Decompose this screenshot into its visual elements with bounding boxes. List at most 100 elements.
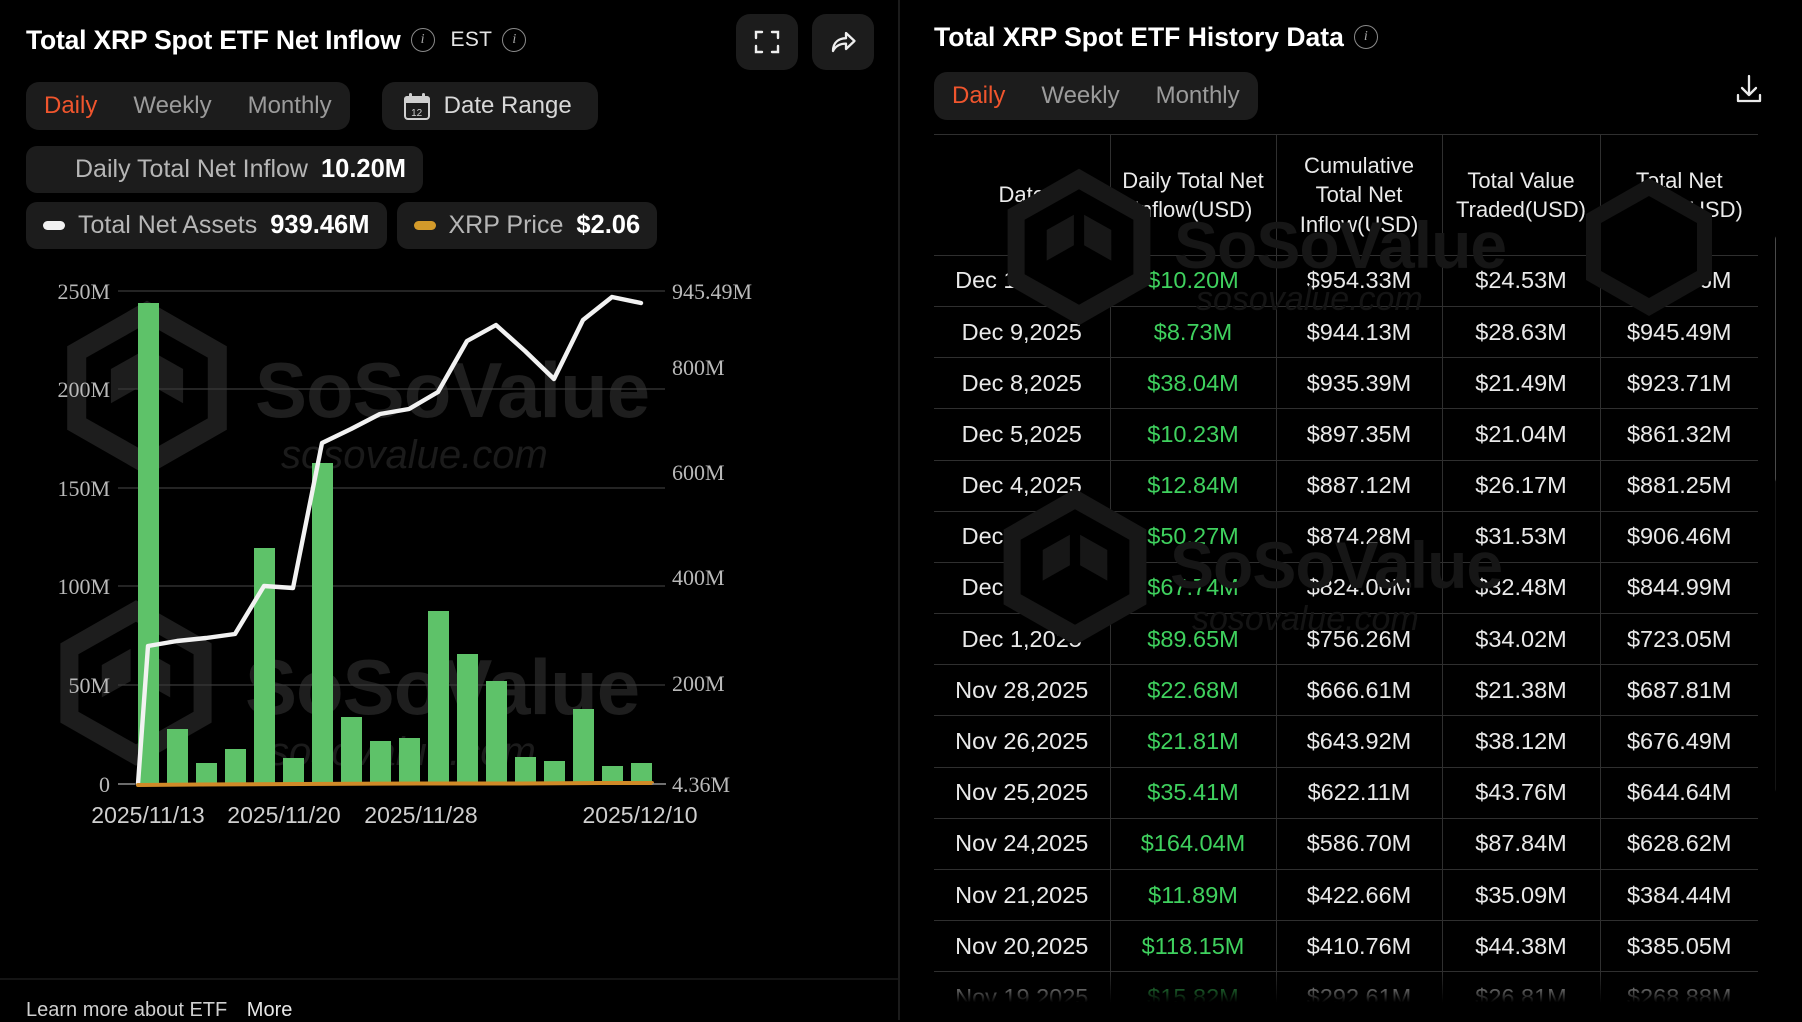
cell-daily-net-inflow: $35.41M xyxy=(1110,767,1277,819)
table-row[interactable]: Nov 26,2025 $21.81M $643.92M $38.12M $676.49… xyxy=(934,715,1758,768)
legend-swatch-bar-icon xyxy=(43,159,62,180)
table-row[interactable]: Dec 10,2025 $10.20M $954.33M $24.53M $939.46… xyxy=(934,255,1758,307)
table-row[interactable]: Nov 24,2025 $164.04M $586.70M $87.84M $628.6… xyxy=(934,818,1758,871)
cell-date: Nov 21,2025 xyxy=(934,869,1111,922)
svg-text:2025/12/10: 2025/12/10 xyxy=(582,802,697,828)
cell-date: Nov 28,2025 xyxy=(934,664,1111,717)
cell-cumulative-net-inflow: $944.13M xyxy=(1276,306,1443,359)
chart-right-axis-labels: 945.49M 800M 600M 400M 200M 4.36M xyxy=(672,279,752,797)
cell-date: Dec 1,2025 xyxy=(934,613,1111,666)
history-tab-weekly[interactable]: Weekly xyxy=(1041,82,1120,109)
chart-header-buttons xyxy=(736,14,874,70)
col-header-value-traded[interactable]: Total Value Traded(USD) xyxy=(1442,134,1601,256)
svg-text:600M: 600M xyxy=(672,460,725,485)
table-scrollbar[interactable] xyxy=(1775,234,1776,794)
calendar-icon: 12 xyxy=(403,92,430,120)
cell-daily-net-inflow: $10.20M xyxy=(1110,255,1277,307)
chart-controls: Daily Weekly Monthly 12 Date Range xyxy=(26,82,874,130)
cell-daily-net-inflow: $118.15M xyxy=(1110,920,1277,973)
table-row[interactable]: Dec 8,2025 $38.04M $935.39M $21.49M $923.71M xyxy=(934,357,1758,410)
cell-cumulative-net-inflow: $824.00M xyxy=(1276,562,1443,615)
cell-total-net-assets: $384.44M xyxy=(1600,869,1758,922)
cell-daily-net-inflow: $164.04M xyxy=(1110,818,1277,871)
footer-more-link[interactable]: More xyxy=(246,999,293,1021)
legend-xrp-price[interactable]: XRP Price $2.06 xyxy=(396,202,658,249)
svg-text:2025/11/28: 2025/11/28 xyxy=(364,802,477,828)
cell-date: Nov 24,2025 xyxy=(934,818,1111,871)
est-info-icon[interactable]: i xyxy=(502,28,527,52)
cell-total-value-traded: $43.76M xyxy=(1442,767,1601,819)
footer-divider xyxy=(0,978,898,980)
legend-label: Daily Total Net Inflow xyxy=(75,155,308,183)
svg-text:50M: 50M xyxy=(68,673,110,698)
cell-cumulative-net-inflow: $292.61M xyxy=(1276,971,1443,1014)
cell-total-value-traded: $24.53M xyxy=(1442,255,1601,307)
cell-daily-net-inflow: $8.73M xyxy=(1110,306,1277,359)
date-range-button[interactable]: 12 Date Range xyxy=(381,82,598,130)
col-header-daily-inflow[interactable]: Daily Total Net Inflow(USD) xyxy=(1110,134,1277,256)
chart-bars xyxy=(138,303,652,784)
svg-text:150M: 150M xyxy=(57,476,110,501)
history-header: Total XRP Spot ETF History Data i Daily … xyxy=(900,0,1802,120)
table-row[interactable]: Nov 21,2025 $11.89M $422.66M $35.09M $384.44… xyxy=(934,869,1758,922)
cell-cumulative-net-inflow: $887.12M xyxy=(1276,460,1443,512)
table-row[interactable]: Dec 1,2025 $89.65M $756.26M $34.02M $723.05M xyxy=(934,613,1758,666)
col-header-cumulative[interactable]: Cumulative Total Net Inflow(USD) xyxy=(1276,134,1443,256)
cell-daily-net-inflow: $11.89M xyxy=(1110,869,1277,922)
cell-date: Nov 26,2025 xyxy=(934,715,1111,768)
legend-value: 10.20M xyxy=(320,155,407,183)
date-range-label: Date Range xyxy=(443,92,572,119)
table-row[interactable]: Dec 3,2025 $50.27M $874.28M $31.53M $906.46M xyxy=(934,511,1758,563)
cell-total-net-assets: $844.99M xyxy=(1600,562,1758,615)
cell-total-net-assets: $687.81M xyxy=(1600,664,1758,717)
history-table-container[interactable]: SoSoValue sosovalue.com SoSoValue sosova… xyxy=(934,134,1776,1014)
table-row[interactable]: Dec 2,2025 $67.74M $824.00M $32.48M $844.99M xyxy=(934,562,1758,615)
table-row[interactable]: Nov 20,2025 $118.15M $410.76M $44.38M $385.0… xyxy=(934,920,1758,973)
history-tab-monthly[interactable]: Monthly xyxy=(1155,82,1240,109)
cell-total-net-assets: $644.64M xyxy=(1600,767,1758,819)
history-tab-daily[interactable]: Daily xyxy=(952,82,1006,109)
download-button[interactable] xyxy=(1726,66,1772,112)
legend-daily-total-net-inflow[interactable]: Daily Total Net Inflow 10.20M xyxy=(26,146,424,193)
info-icon[interactable]: i xyxy=(410,28,435,52)
cell-total-net-assets: $945.49M xyxy=(1600,306,1758,359)
fullscreen-button[interactable] xyxy=(736,14,798,70)
legend-total-net-assets[interactable]: Total Net Assets 939.46M xyxy=(26,202,387,249)
cell-date: Dec 5,2025 xyxy=(934,408,1111,461)
cell-cumulative-net-inflow: $643.92M xyxy=(1276,715,1443,768)
chart-plot[interactable]: SoSoValue sosovalue.com SoSoValue sosova… xyxy=(0,263,900,863)
table-row[interactable]: Dec 9,2025 $8.73M $944.13M $28.63M $945.49M xyxy=(934,306,1758,359)
legend-value: 939.46M xyxy=(270,211,370,239)
table-row[interactable]: Nov 25,2025 $35.41M $622.11M $43.76M $644.64… xyxy=(934,767,1758,819)
table-scrollbar-thumb[interactable] xyxy=(1775,234,1776,484)
cell-daily-net-inflow: $38.04M xyxy=(1110,357,1277,410)
cell-date: Dec 2,2025 xyxy=(934,562,1111,615)
table-row[interactable]: Dec 4,2025 $12.84M $887.12M $26.17M $881.25M xyxy=(934,460,1758,512)
table-row[interactable]: Nov 28,2025 $22.68M $666.61M $21.38M $687.81… xyxy=(934,664,1758,717)
col-header-date[interactable]: Date xyxy=(934,134,1111,256)
cell-total-value-traded: $26.17M xyxy=(1442,460,1601,512)
svg-text:200M: 200M xyxy=(57,377,110,402)
cell-date: Dec 10,2025 xyxy=(934,255,1111,307)
cell-total-net-assets: $628.62M xyxy=(1600,818,1758,871)
cell-daily-net-inflow: $15.82M xyxy=(1110,971,1277,1014)
cell-total-value-traded: $28.63M xyxy=(1442,306,1601,359)
svg-text:400M: 400M xyxy=(672,565,725,590)
cell-cumulative-net-inflow: $666.61M xyxy=(1276,664,1443,717)
chart-period-tabs: Daily Weekly Monthly xyxy=(26,82,350,130)
table-row[interactable]: Dec 5,2025 $10.23M $897.35M $21.04M $861.32M xyxy=(934,408,1758,461)
col-header-net-assets[interactable]: Total Net Assets(USD) xyxy=(1600,134,1758,256)
share-button[interactable] xyxy=(812,14,874,70)
cell-total-value-traded: $21.49M xyxy=(1442,357,1601,410)
chart-legend: Daily Total Net Inflow 10.20M Total Net … xyxy=(26,146,874,249)
chart-tab-daily[interactable]: Daily xyxy=(44,92,98,119)
history-panel: Total XRP Spot ETF History Data i Daily … xyxy=(900,0,1802,1020)
chart-tab-weekly[interactable]: Weekly xyxy=(133,92,212,119)
cell-cumulative-net-inflow: $935.39M xyxy=(1276,357,1443,410)
chart-tab-monthly[interactable]: Monthly xyxy=(247,92,332,119)
history-table: Date Daily Total Net Inflow(USD) Cumulat… xyxy=(934,134,1758,1014)
history-info-icon[interactable]: i xyxy=(1353,25,1378,49)
chart-panel: Total XRP Spot ETF Net Inflow i EST i xyxy=(0,0,900,1021)
est-tag: EST xyxy=(450,28,493,51)
table-row[interactable]: Nov 19,2025 $15.82M $292.61M $26.81M $268.88… xyxy=(934,971,1758,1014)
